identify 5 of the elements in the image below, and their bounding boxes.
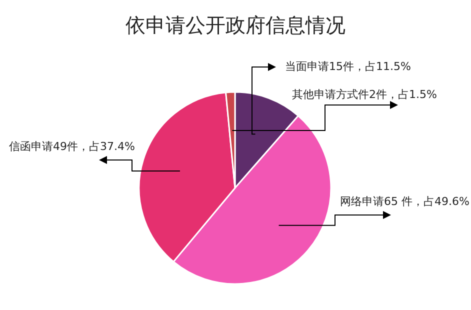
chart-title: 依申请公开政府信息情况: [126, 13, 346, 37]
slice-label: 信函申请49件，占37.4%: [9, 140, 135, 154]
slice-label: 当面申请15件，占11.5%: [285, 60, 411, 74]
slice-label: 网络申请65 件，占49.6%: [340, 195, 470, 208]
slice-label: 其他申请方式件2件，占1.5%: [292, 88, 437, 102]
